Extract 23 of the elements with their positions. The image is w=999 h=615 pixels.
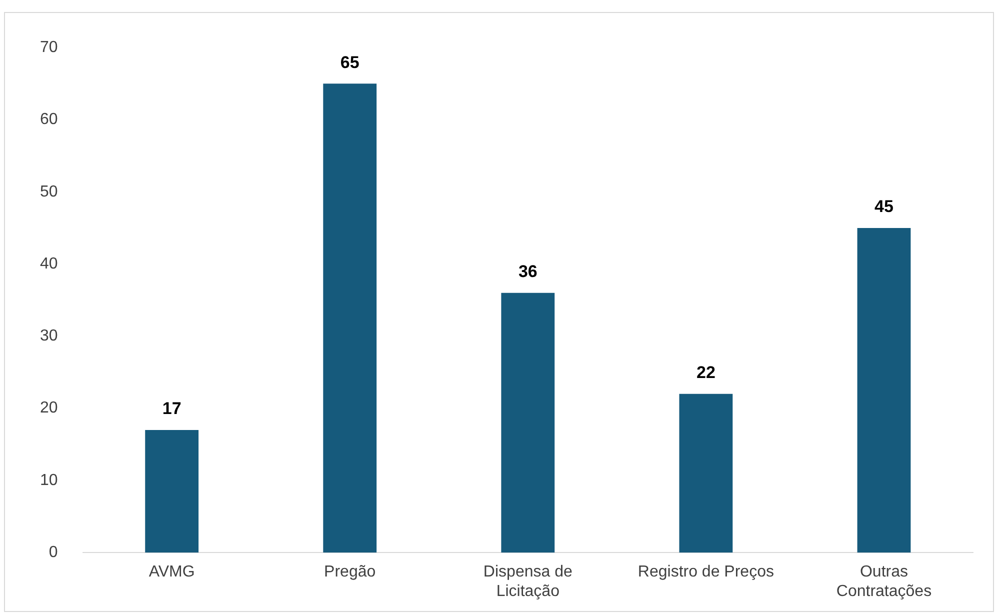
bar	[501, 292, 555, 553]
y-tick-label: 70	[40, 39, 58, 56]
y-tick-label: 20	[40, 400, 58, 417]
x-tick-label: AVMG	[148, 564, 195, 581]
bar	[679, 394, 733, 553]
x-tick-label: Dispensa de Licitação	[483, 564, 572, 600]
data-label: 17	[162, 399, 182, 418]
bar	[145, 430, 199, 553]
y-tick-label: 30	[40, 328, 58, 345]
bar	[323, 84, 377, 553]
bar	[857, 228, 911, 553]
data-label: 36	[518, 262, 538, 282]
y-tick-label: 10	[40, 472, 58, 489]
data-label: 65	[340, 52, 360, 72]
y-tick-label: 60	[40, 111, 58, 128]
x-tick-label: Pregão	[324, 564, 376, 581]
x-tick-label: Registro de Preços	[638, 564, 774, 581]
y-tick-label: 40	[40, 255, 58, 272]
x-tick-label: Outras Contratações	[836, 564, 932, 600]
y-tick-label: 0	[48, 544, 58, 562]
y-tick-label: 50	[40, 183, 58, 200]
data-label: 45	[874, 197, 894, 216]
data-label: 22	[696, 363, 716, 382]
